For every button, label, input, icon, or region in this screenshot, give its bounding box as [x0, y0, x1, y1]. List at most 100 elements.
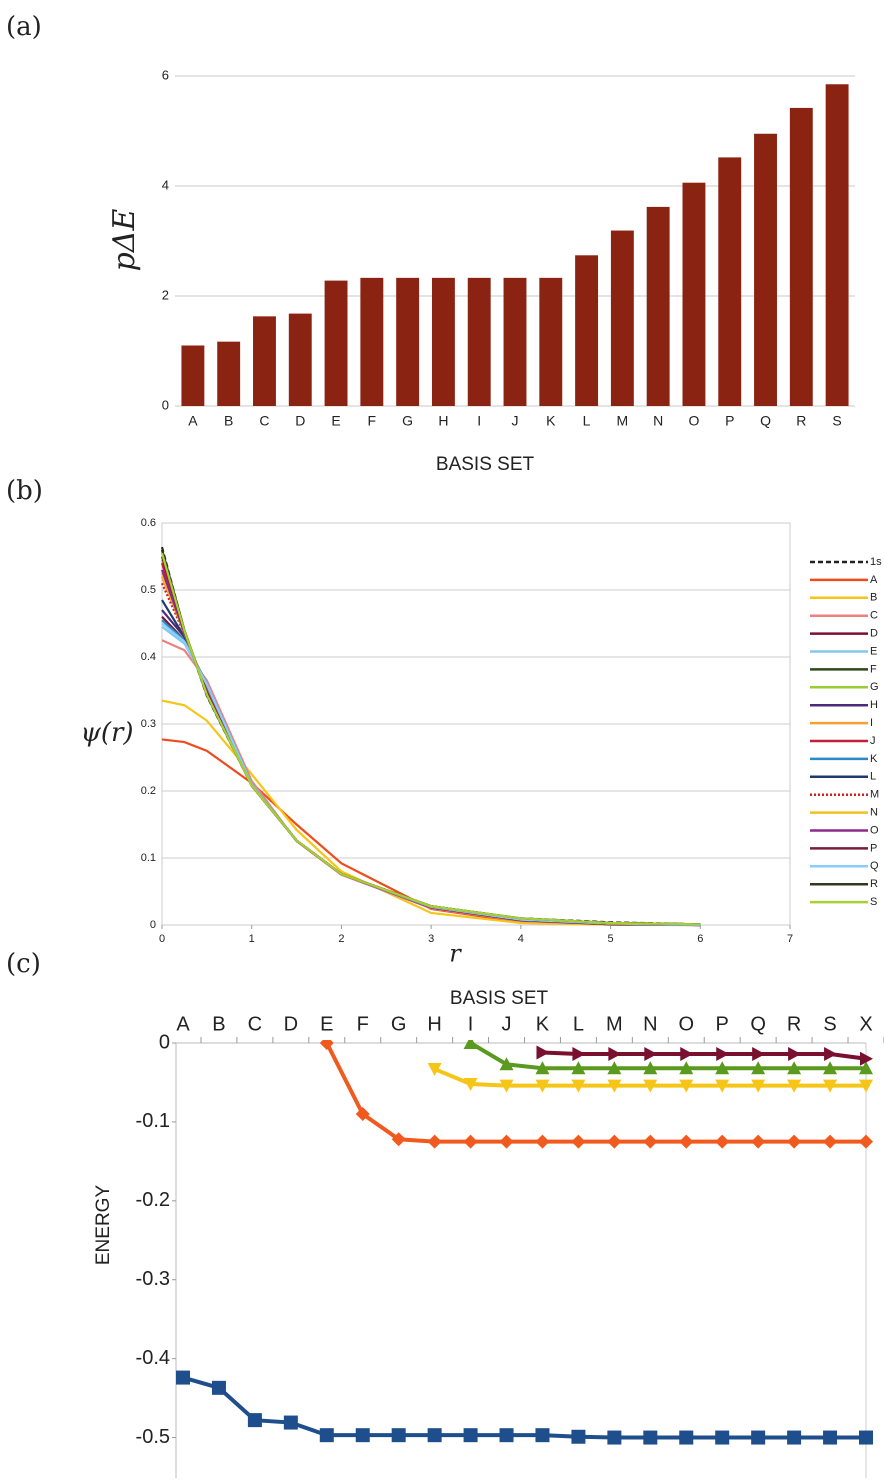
bar — [539, 277, 563, 406]
marker — [463, 1428, 478, 1443]
marker — [391, 1428, 406, 1443]
marker — [715, 1430, 730, 1445]
legend-label: L — [870, 771, 876, 783]
marker — [319, 1428, 334, 1443]
x-tick-label: K — [536, 1013, 550, 1035]
legend-label: E — [870, 645, 877, 657]
marker — [247, 1413, 262, 1428]
x-tick-label: M — [617, 413, 629, 429]
x-tick-label: 1 — [249, 933, 255, 945]
bar — [467, 277, 491, 406]
marker — [571, 1079, 586, 1093]
marker — [679, 1079, 694, 1093]
x-tick-label: C — [248, 1013, 262, 1035]
marker — [607, 1079, 622, 1093]
marker — [391, 1132, 406, 1147]
y-tick-label: 0.5 — [141, 584, 156, 596]
series-line — [325, 1042, 866, 1144]
y-axis-title: ψ(r) — [80, 718, 133, 748]
x-axis-title: BASIS SET — [436, 454, 535, 475]
panel-label: (b) — [6, 476, 43, 506]
bar — [682, 182, 706, 406]
x-tick-label: R — [796, 413, 806, 429]
legend-label: J — [870, 735, 876, 747]
x-tick-label: 0 — [159, 933, 165, 945]
x-tick-label: F — [357, 1013, 369, 1035]
x-tick-label: Q — [750, 1013, 766, 1035]
bar — [825, 84, 849, 406]
marker — [824, 1047, 838, 1062]
bar — [360, 277, 384, 406]
marker — [788, 1047, 802, 1062]
marker — [463, 1078, 478, 1092]
bar — [718, 157, 742, 406]
series-line — [161, 622, 701, 927]
panel-label: (c) — [6, 949, 41, 979]
series-line — [161, 616, 701, 927]
x-tick-label: P — [725, 413, 734, 429]
legend-label: A — [870, 574, 878, 586]
marker — [680, 1047, 694, 1062]
marker — [463, 1134, 478, 1149]
marker — [823, 1430, 838, 1445]
legend-label: Q — [870, 860, 879, 872]
y-tick-label: 4 — [162, 177, 169, 192]
y-tick-label: -0.4 — [136, 1347, 170, 1369]
x-tick-label: I — [468, 1013, 474, 1035]
marker — [787, 1061, 802, 1075]
marker — [607, 1061, 622, 1075]
legend-label: 1s — [870, 556, 882, 568]
legend-label: D — [870, 628, 878, 640]
y-tick-label: 0 — [162, 397, 169, 412]
marker — [715, 1079, 730, 1093]
legend-label: R — [870, 878, 878, 890]
x-tick-label: B — [224, 413, 233, 429]
x-tick-label: M — [606, 1013, 623, 1035]
marker — [607, 1430, 622, 1445]
marker — [787, 1079, 802, 1093]
series-line — [160, 572, 701, 926]
marker — [644, 1047, 658, 1062]
series-line — [160, 569, 701, 926]
legend-label: C — [870, 610, 878, 622]
marker — [283, 1415, 298, 1430]
marker — [751, 1079, 766, 1093]
x-tick-label: O — [689, 413, 700, 429]
x-tick-label: 2 — [338, 933, 344, 945]
bar — [396, 277, 420, 406]
marker — [679, 1061, 694, 1075]
y-tick-label: 0 — [159, 1031, 170, 1053]
series-line — [161, 699, 701, 927]
y-tick-label: 2 — [162, 287, 169, 302]
bar — [217, 341, 241, 406]
x-tick-label: E — [320, 1013, 333, 1035]
x-tick-label: B — [212, 1013, 225, 1035]
y-axis-title: pΔE — [107, 209, 142, 272]
marker — [463, 1040, 478, 1049]
x-tick-label: X — [859, 1013, 872, 1035]
series-line — [160, 562, 701, 926]
marker — [643, 1061, 658, 1075]
x-tick-label: 5 — [608, 933, 614, 945]
x-tick-label: O — [678, 1013, 694, 1035]
series-line — [160, 549, 701, 926]
marker — [607, 1134, 622, 1149]
bar — [789, 107, 813, 407]
x-tick-label: N — [653, 413, 663, 429]
x-tick-label: L — [573, 1013, 584, 1035]
x-tick-label: A — [188, 413, 198, 429]
marker — [319, 1040, 334, 1050]
marker — [751, 1134, 766, 1149]
bar — [431, 277, 455, 406]
marker — [679, 1430, 694, 1445]
marker — [679, 1134, 694, 1149]
bar — [754, 133, 777, 406]
bar — [503, 277, 527, 406]
marker — [643, 1079, 658, 1093]
bar — [288, 313, 312, 406]
series-line — [160, 549, 701, 926]
marker — [355, 1428, 370, 1443]
legend-label: M — [870, 789, 879, 801]
legend-label: G — [870, 681, 879, 693]
